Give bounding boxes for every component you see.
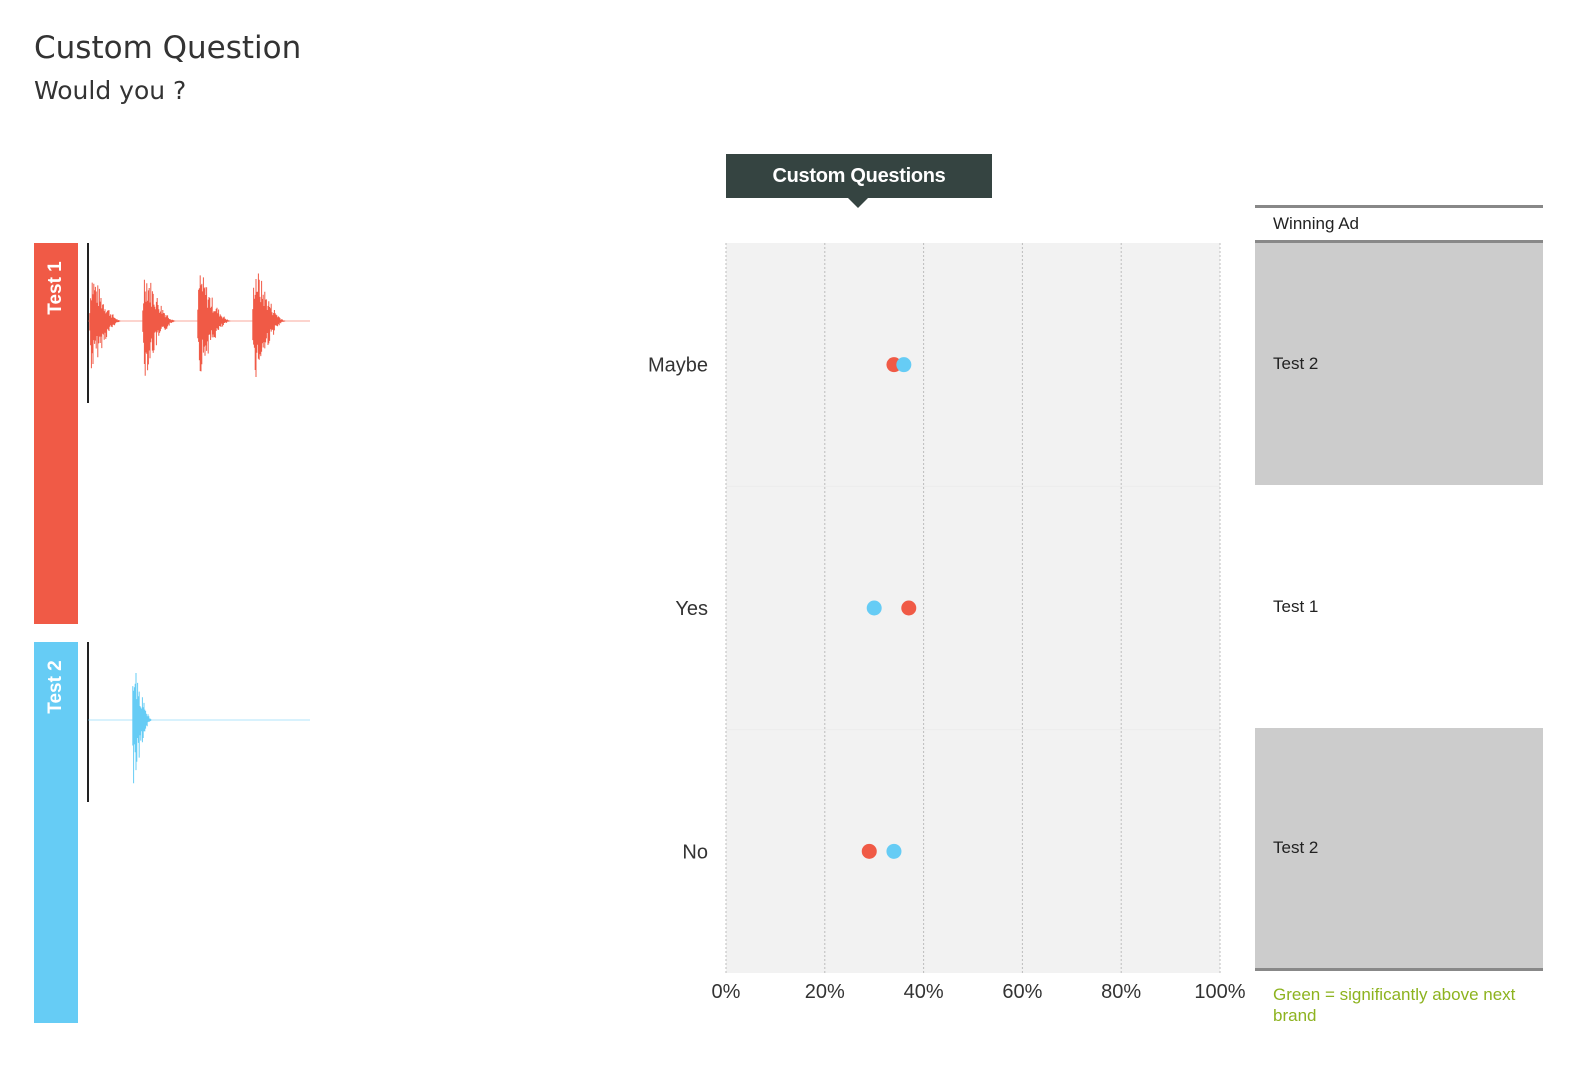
winning-ad-row: Test 1 (1255, 485, 1543, 728)
x-tick-label: 0% (712, 981, 741, 1003)
winning-ad-row: Test 2 (1255, 728, 1543, 968)
test-2-waveform-axis (87, 642, 89, 802)
x-tick-label: 80% (1101, 981, 1141, 1003)
winning-ad-header-rule (1255, 240, 1543, 243)
page-title: Custom Question (34, 30, 302, 66)
winning-ad-header: Winning Ad (1273, 214, 1359, 233)
test-2-waveform[interactable] (88, 642, 312, 802)
page-subtitle: Would you ? (34, 76, 187, 105)
chart-title-pointer (848, 198, 868, 208)
data-point (866, 600, 882, 616)
winning-ad-value: Test 2 (1273, 354, 1319, 373)
x-tick-label: 40% (904, 981, 944, 1003)
test-1-waveform-axis (87, 243, 89, 403)
winning-ad-top-rule (1255, 205, 1543, 208)
data-point (861, 843, 877, 859)
winning-ad-bottom-rule (1255, 968, 1543, 971)
category-label: Yes (675, 598, 708, 620)
waveform-burst (89, 282, 121, 369)
test-1-bar[interactable]: Test 1 (34, 243, 78, 624)
x-tick-label: 20% (805, 981, 845, 1003)
test-1-waveform[interactable] (88, 243, 312, 403)
waveform-burst (197, 275, 231, 372)
chart-title: Custom Questions (726, 154, 992, 198)
dot-plot-chart: 0% 20% 40% 60% 80% 100% Maybe Yes No (648, 243, 1246, 1003)
winning-ad-row: Test 2 (1255, 243, 1543, 485)
test-2-label: Test 2 (45, 660, 66, 714)
data-point (896, 357, 912, 373)
winning-ad-value: Test 2 (1273, 838, 1319, 857)
x-tick-label: 100% (1194, 981, 1245, 1003)
waveform-burst (132, 673, 152, 784)
plot-background (726, 243, 1220, 973)
waveform-burst (142, 279, 176, 376)
waveform-burst (252, 273, 286, 377)
winning-ad-table: Winning Ad Test 2 Test 1 Test 2 (1255, 205, 1543, 975)
category-label: Maybe (648, 355, 708, 377)
data-point (901, 600, 917, 616)
winning-ad-value: Test 1 (1273, 596, 1319, 616)
data-point (886, 843, 902, 859)
test-2-bar[interactable]: Test 2 (34, 642, 78, 1023)
x-tick-label: 60% (1002, 981, 1042, 1003)
significance-legend-note: Green = significantly above next brand (1273, 985, 1516, 1025)
category-label: No (682, 841, 708, 863)
test-1-label: Test 1 (45, 261, 66, 315)
